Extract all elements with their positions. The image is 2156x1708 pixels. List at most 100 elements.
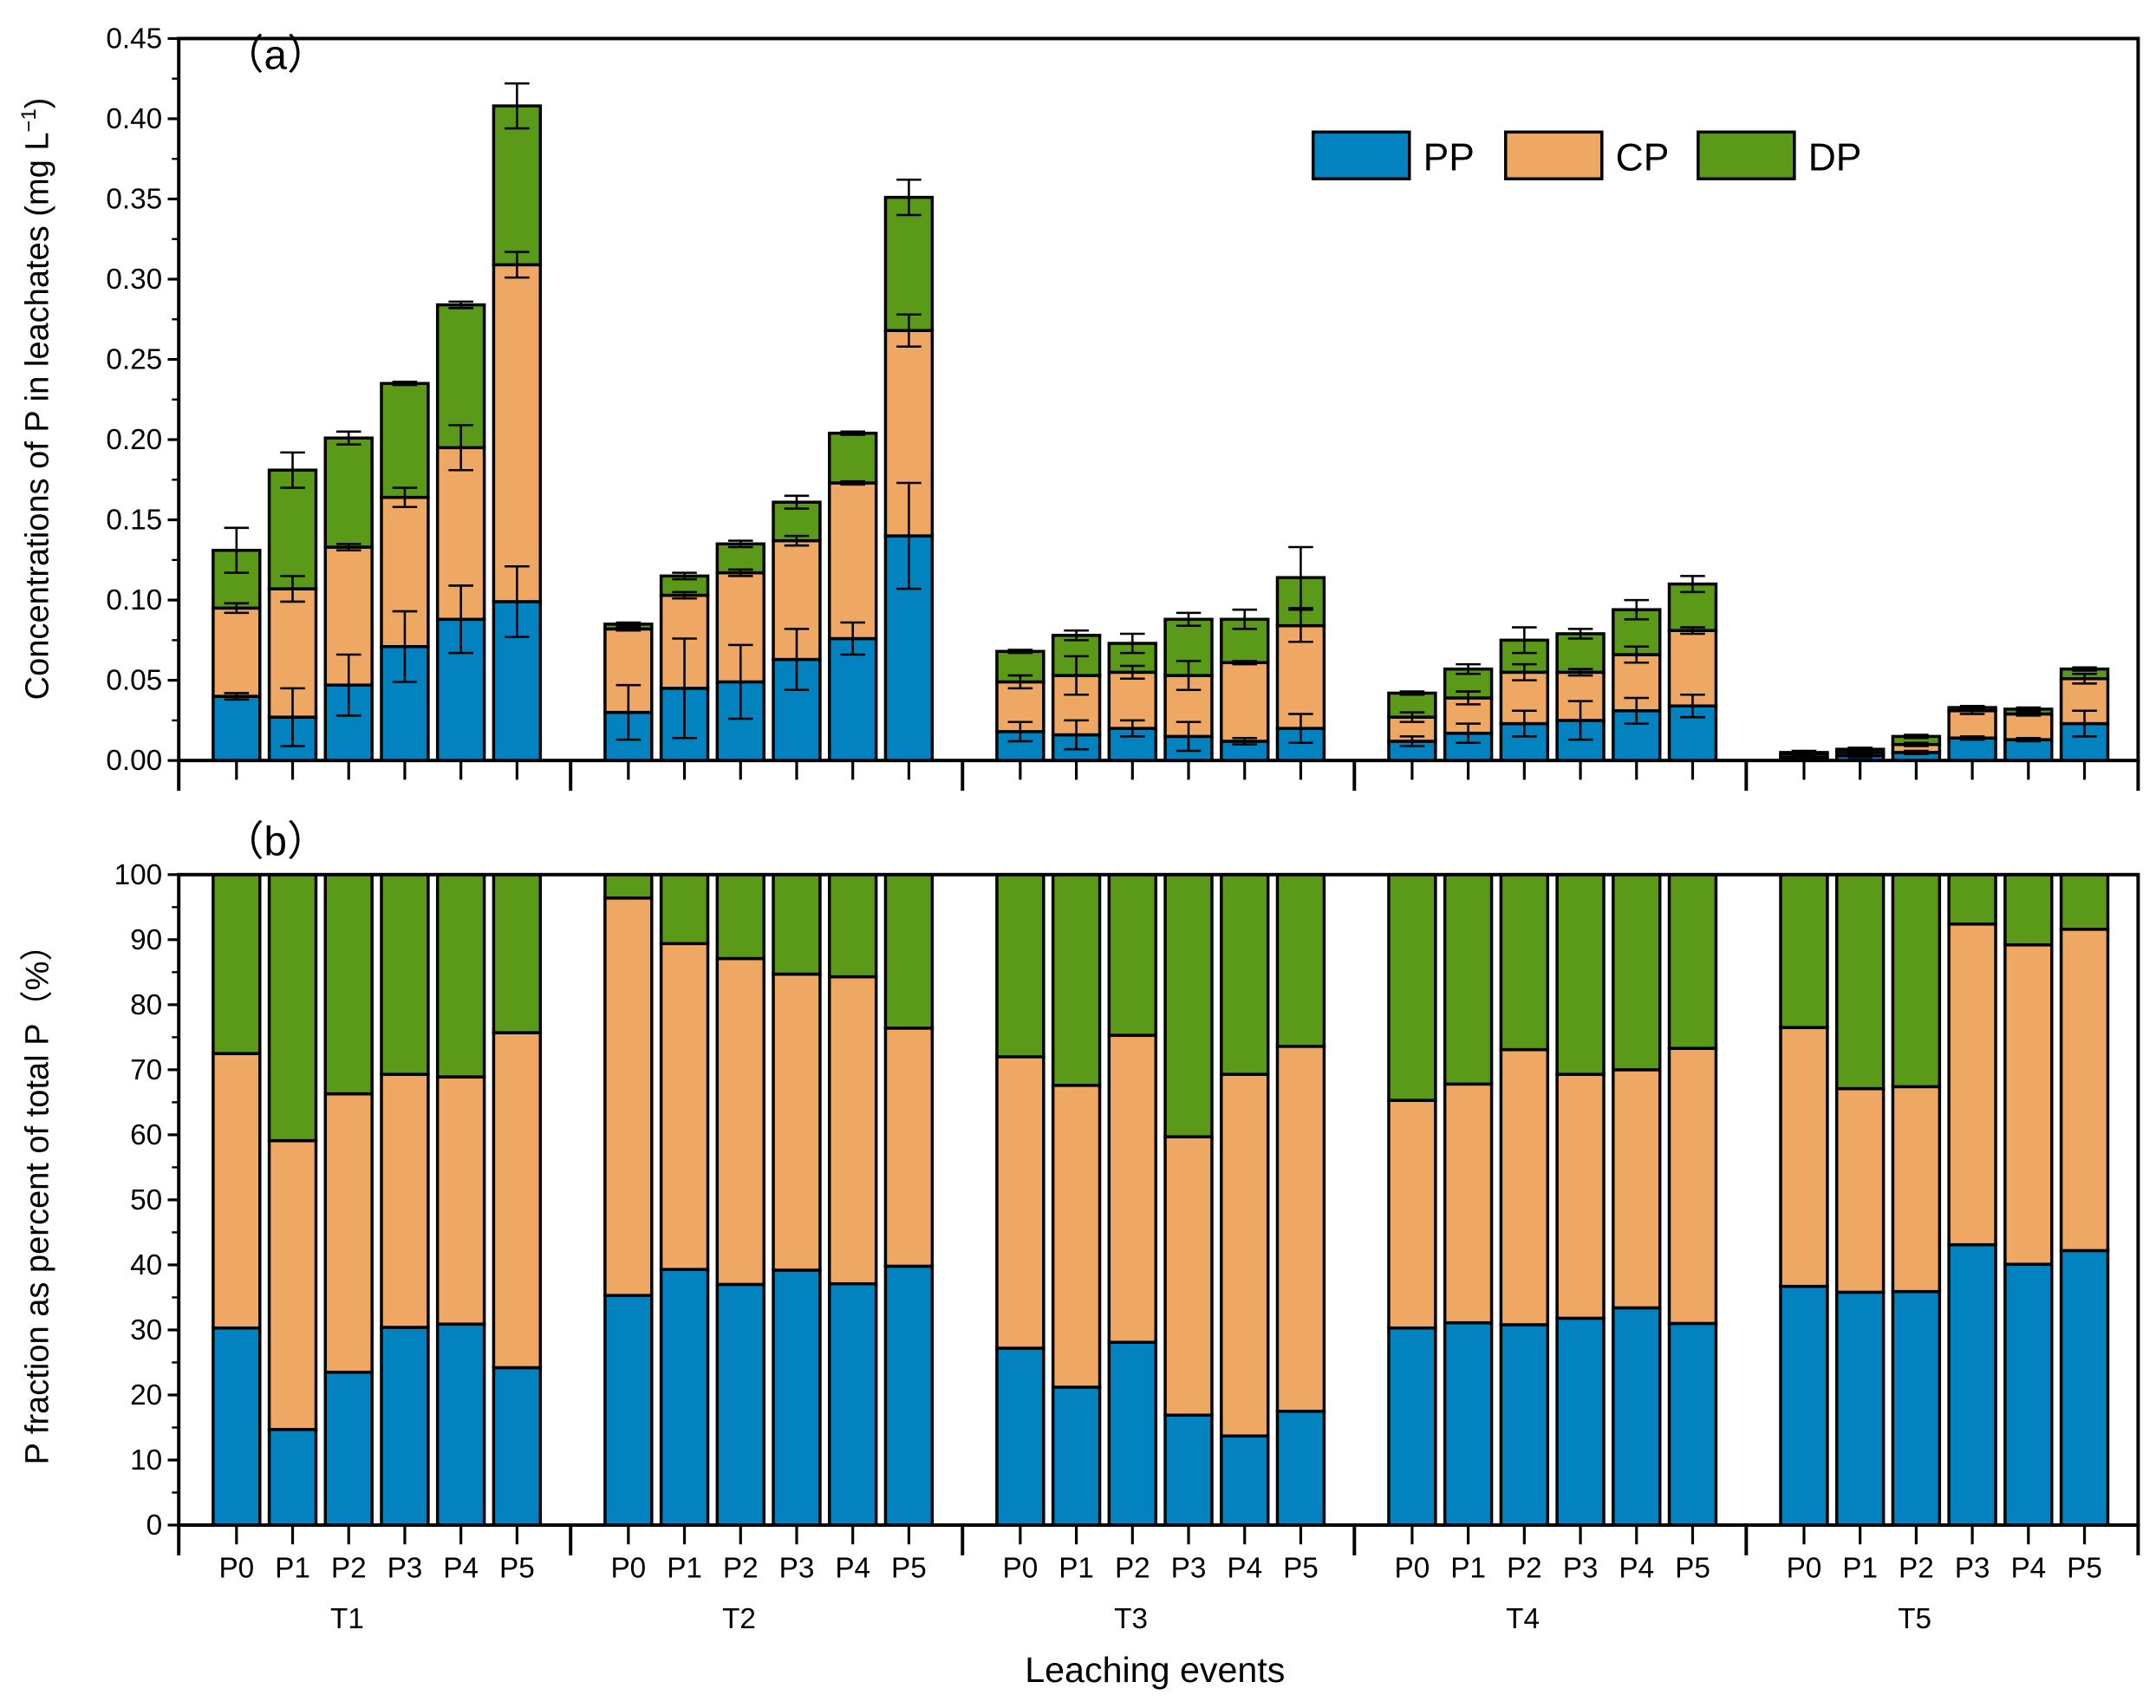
y-tick-label: 0.30 <box>106 264 162 296</box>
bar-dp-t1-p2 <box>323 873 374 1096</box>
bar-pp-t2-p4 <box>827 636 878 762</box>
y-axis-label-b: P fraction as percent of total P（%） <box>20 928 56 1464</box>
x-tick-label: P0 <box>1787 1552 1822 1584</box>
y-tick-label: 0.40 <box>106 103 162 135</box>
bar-cp-t4-p5 <box>1667 1046 1718 1326</box>
bar-cp-t4-p4 <box>1612 1068 1662 1310</box>
x-tick-label: P3 <box>388 1552 423 1584</box>
bar-pp-t1-p2 <box>323 1370 374 1527</box>
x-tick-label: P4 <box>443 1552 479 1584</box>
legend-swatch-dp <box>1697 130 1796 180</box>
bar-dp-t3-p1 <box>1051 873 1102 1087</box>
legend-label-pp: PP <box>1423 137 1475 179</box>
x-group-label: T3 <box>1114 1603 1148 1635</box>
y-axis-label-a: Concentrations of P in leachates (mg L−1… <box>17 98 55 701</box>
bar-dp-t1-p3 <box>380 873 430 1076</box>
bar-cp-t1-p2 <box>323 1092 374 1374</box>
x-tick-label: P0 <box>218 1552 254 1584</box>
x-tick-label: P3 <box>1563 1552 1599 1584</box>
y-tick-label: 0.05 <box>106 665 162 697</box>
bar-cp-t3-p4 <box>1220 1072 1270 1437</box>
bar-cp-t4-p3 <box>1555 1072 1606 1320</box>
bar-cp-t3-p0 <box>995 1055 1045 1350</box>
y-tick-label: 70 <box>130 1054 162 1086</box>
bar-pp-t1-p4 <box>435 1322 486 1527</box>
bar-cp-t2-p4 <box>827 481 878 641</box>
x-tick-label: P0 <box>1003 1552 1039 1584</box>
x-tick-label: P1 <box>1450 1552 1486 1584</box>
bar-pp-t1-p5 <box>492 1366 543 1527</box>
bar-cp-t1-p3 <box>380 1072 430 1329</box>
bar-cp-t2-p2 <box>715 956 765 1287</box>
bar-dp-t4-p1 <box>1443 873 1494 1086</box>
x-tick-label: P1 <box>275 1552 310 1584</box>
bar-pp-t3-p4 <box>1220 1434 1270 1527</box>
bar-dp-t2-p1 <box>659 873 710 946</box>
x-tick-label: P4 <box>2010 1552 2046 1584</box>
legend-swatch-cp <box>1504 130 1604 180</box>
x-tick-label: P5 <box>2067 1552 2102 1584</box>
bar-pp-t3-p0 <box>995 1346 1045 1527</box>
y-tick-label: 90 <box>130 924 162 956</box>
bar-dp-t3-p5 <box>1275 873 1326 1048</box>
bar-dp-t2-p5 <box>883 873 935 1030</box>
y-tick-label: 0.15 <box>106 505 162 537</box>
bar-dp-t5-p0 <box>1779 873 1829 1029</box>
x-tick-label: P4 <box>1619 1552 1654 1584</box>
bar-pp-t4-p5 <box>1667 1321 1718 1527</box>
bar-cp-t4-p0 <box>1387 1098 1437 1330</box>
bar-pp-t4-p1 <box>1443 1320 1494 1527</box>
bar-dp-t1-p4 <box>435 873 486 1079</box>
bar-cp-t2-p0 <box>603 896 654 1297</box>
bar-cp-t1-p5 <box>492 263 543 603</box>
x-tick-label: P5 <box>1283 1552 1319 1584</box>
bar-pp-t2-p5 <box>883 1264 935 1527</box>
panel-b: 0 10 20 30 40 50 60 70 80 90 100 P0 P1 P2 P3 P4 P5 P0 P1 P2… <box>114 859 2140 1635</box>
x-tick-label: P3 <box>779 1552 815 1584</box>
legend-label-dp: DP <box>1808 137 1862 179</box>
panel-b-label: （b） <box>223 819 329 865</box>
legend-swatch-pp <box>1311 130 1411 180</box>
x-tick-label: P2 <box>331 1552 367 1584</box>
y-tick-label: 0.35 <box>106 184 162 216</box>
bar-pp-t2-p1 <box>659 1268 710 1527</box>
x-tick-label: P5 <box>1675 1552 1710 1584</box>
bar-pp-t1-p5 <box>492 600 543 762</box>
bar-pp-t5-p4 <box>2003 738 2054 762</box>
bar-pp-t2-p2 <box>715 1282 765 1527</box>
bar-pp-t1-p0 <box>212 1326 262 1527</box>
y-tick-label: 0.25 <box>106 344 162 376</box>
bar-dp-t2-p5 <box>883 195 935 332</box>
bar-dp-t1-p2 <box>323 436 374 549</box>
bar-dp-t1-p1 <box>267 873 318 1143</box>
bar-cp-t5-p3 <box>1947 709 1997 740</box>
x-group-label: T5 <box>1898 1603 1931 1635</box>
bar-dp-t2-p4 <box>827 431 878 485</box>
x-tick-label: P0 <box>1395 1552 1430 1584</box>
bar-pp-t3-p2 <box>1107 1340 1158 1527</box>
y-axis-label-a-sup: −1 <box>17 108 41 132</box>
bar-cp-t2-p1 <box>659 942 710 1271</box>
bar-cp-t5-p3 <box>1947 922 1997 1247</box>
x-tick-label: P2 <box>1115 1552 1150 1584</box>
x-tick-label: P3 <box>1955 1552 1990 1584</box>
bar-pp-t5-p2 <box>1891 1289 1942 1527</box>
bar-pp-t4-p4 <box>1612 1306 1662 1527</box>
bar-dp-t2-p2 <box>715 873 765 961</box>
bar-cp-t1-p4 <box>435 1075 486 1326</box>
bar-dp-t4-p3 <box>1555 632 1606 675</box>
x-tick-label: P1 <box>667 1552 702 1584</box>
bar-cp-t4-p1 <box>1443 1082 1494 1325</box>
bar-dp-t2-p2 <box>715 542 765 575</box>
bar-pp-t5-p5 <box>2059 1248 2110 1527</box>
y-tick-label: 20 <box>130 1379 162 1411</box>
bar-cp-t1-p1 <box>267 1138 318 1431</box>
x-tick-label: P0 <box>610 1552 646 1584</box>
y-tick-label: 80 <box>130 989 162 1021</box>
bar-pp-t2-p3 <box>772 1268 822 1527</box>
y-tick-label: 0 <box>147 1509 163 1542</box>
bar-cp-t5-p4 <box>2003 712 2054 741</box>
x-tick-label: P1 <box>1842 1552 1878 1584</box>
bar-dp-t3-p4 <box>1220 873 1270 1076</box>
